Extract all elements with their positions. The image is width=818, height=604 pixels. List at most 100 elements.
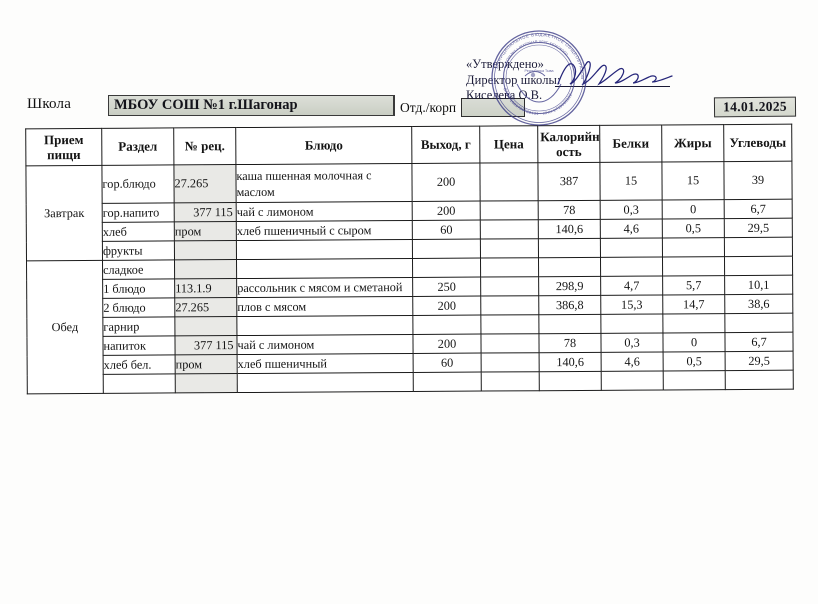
row-recipe-no: 377 115 bbox=[174, 202, 237, 222]
col-header-price: Цена bbox=[479, 125, 538, 164]
row-output: 200 bbox=[412, 296, 481, 316]
row-dish-text: рассольник с мясом и сметаной bbox=[237, 279, 403, 295]
table-row[interactable] bbox=[27, 370, 794, 394]
approval-block: «Утверждено» Директор школы: Киселева О.… bbox=[466, 57, 561, 104]
row-section: гарнир bbox=[102, 316, 175, 337]
col-header-meal: Прием пищи bbox=[25, 128, 102, 166]
col-header-carbs: Углеводы bbox=[723, 124, 792, 162]
row-fat: 0,5 bbox=[663, 351, 726, 371]
row-fat bbox=[662, 256, 725, 276]
row-price bbox=[480, 219, 539, 240]
row-section: хлеб bbox=[102, 221, 175, 242]
row-protein bbox=[600, 256, 663, 277]
approval-line-director: Директор школы: bbox=[466, 72, 561, 87]
row-fat: 15 bbox=[661, 161, 725, 200]
row-protein bbox=[600, 313, 663, 334]
row-section: гор.блюдо bbox=[101, 164, 175, 204]
row-output: 200 bbox=[411, 163, 481, 202]
row-recipe-no bbox=[174, 240, 237, 260]
row-price bbox=[481, 352, 540, 373]
department-label: Отд./корп bbox=[400, 100, 457, 115]
row-protein bbox=[601, 370, 664, 391]
row-recipe-no: 27.265 bbox=[174, 297, 237, 317]
row-section: хлеб бел. bbox=[103, 354, 176, 375]
row-recipe-no: 377 115 bbox=[174, 335, 238, 355]
row-calories bbox=[538, 314, 601, 334]
row-calories: 386,8 bbox=[538, 295, 601, 315]
row-protein: 4,7 bbox=[600, 275, 663, 296]
col-header-calories-l2: ость bbox=[556, 143, 582, 160]
row-section: сладкое bbox=[102, 259, 175, 280]
document-header: Школа МБОУ СОШ №1 г.Шагонар Отд./корп 14… bbox=[0, 0, 818, 130]
row-price bbox=[480, 314, 539, 335]
row-calories bbox=[538, 238, 601, 258]
row-dish: каша пшенная молочная с маслом bbox=[235, 163, 413, 203]
row-protein: 4,6 bbox=[601, 351, 664, 372]
row-output: 60 bbox=[413, 353, 482, 373]
row-output bbox=[412, 315, 481, 335]
row-carbs bbox=[724, 313, 793, 333]
row-price bbox=[480, 238, 539, 259]
row-protein bbox=[600, 237, 663, 258]
menu-table-container: Прием пищи Раздел № рец. Блюдо Выход, г … bbox=[25, 123, 794, 395]
row-calories: 387 bbox=[537, 162, 601, 201]
row-recipe-no: 113.1.9 bbox=[174, 278, 237, 298]
document-date-value: 14.01.2025 bbox=[723, 98, 787, 115]
row-calories: 78 bbox=[538, 200, 601, 220]
row-calories bbox=[539, 371, 602, 391]
row-dish: чай с лимоном bbox=[236, 334, 414, 355]
row-section: фрукты bbox=[102, 240, 175, 261]
row-dish: плов с мясом bbox=[236, 296, 413, 317]
col-header-recipe-no: № рец. bbox=[173, 127, 236, 165]
row-carbs bbox=[724, 256, 793, 276]
row-section bbox=[103, 373, 176, 394]
row-calories: 140,6 bbox=[539, 352, 602, 372]
row-section: напиток bbox=[102, 335, 176, 356]
row-price bbox=[480, 295, 539, 316]
document-date-field[interactable]: 14.01.2025 bbox=[713, 96, 797, 118]
row-fat: 14,7 bbox=[662, 294, 725, 314]
row-fat: 0 bbox=[662, 332, 726, 352]
row-price bbox=[480, 200, 539, 221]
row-dish bbox=[237, 372, 414, 393]
row-carbs bbox=[725, 370, 794, 390]
row-carbs: 29,5 bbox=[724, 218, 793, 238]
col-header-meal-l1: Прием bbox=[43, 131, 84, 148]
row-recipe-no bbox=[174, 316, 237, 336]
row-fat: 5,7 bbox=[662, 275, 725, 295]
row-output: 250 bbox=[412, 277, 481, 297]
row-carbs: 10,1 bbox=[724, 275, 793, 295]
col-header-section: Раздел bbox=[101, 127, 174, 166]
approval-line-approved: «Утверждено» bbox=[466, 57, 544, 71]
row-section: 2 блюдо bbox=[102, 297, 175, 318]
row-carbs: 6,7 bbox=[724, 199, 793, 219]
row-price bbox=[481, 371, 540, 392]
signature-line bbox=[555, 86, 670, 87]
row-carbs: 39 bbox=[723, 161, 793, 200]
row-dish bbox=[236, 315, 413, 336]
menu-table: Прием пищи Раздел № рец. Блюдо Выход, г … bbox=[25, 123, 794, 395]
table-row[interactable]: Завтрак гор.блюдо 27.265 каша пшенная мо… bbox=[25, 161, 793, 261]
row-recipe-no bbox=[174, 259, 237, 279]
row-price bbox=[479, 162, 539, 202]
row-output bbox=[412, 258, 481, 278]
school-name-field[interactable]: МБОУ СОШ №1 г.Шагонар bbox=[108, 95, 395, 116]
row-calories bbox=[538, 257, 601, 277]
row-dish bbox=[236, 239, 413, 260]
col-header-output: Выход, г bbox=[411, 126, 480, 164]
row-output: 200 bbox=[412, 201, 481, 221]
row-output bbox=[412, 239, 481, 259]
row-fat bbox=[662, 237, 725, 257]
meal-name-lunch: Обед bbox=[26, 260, 104, 394]
row-carbs bbox=[724, 237, 793, 257]
row-calories: 298,9 bbox=[538, 276, 601, 296]
row-fat: 0 bbox=[662, 199, 725, 219]
col-header-calories-l1: Калорийн bbox=[540, 128, 600, 145]
row-carbs: 29,5 bbox=[725, 351, 794, 371]
row-section: гор.напито bbox=[102, 202, 175, 223]
school-label: Школа bbox=[27, 96, 72, 112]
row-output: 60 bbox=[412, 220, 481, 240]
row-price bbox=[480, 333, 540, 354]
row-recipe-no: пром bbox=[174, 221, 237, 241]
